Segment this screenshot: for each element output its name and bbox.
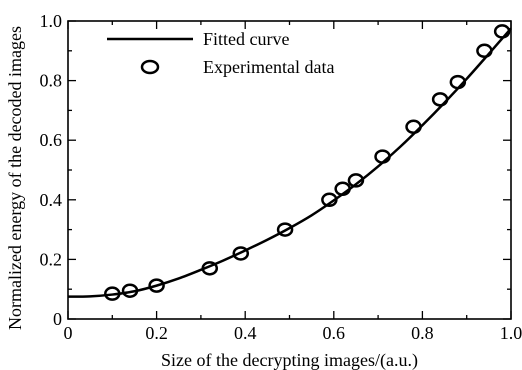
data-point bbox=[232, 246, 250, 261]
data-point bbox=[321, 192, 338, 208]
y-tick-label: 0.6 bbox=[40, 130, 63, 150]
legend: Fitted curve Experimental data bbox=[107, 29, 334, 77]
data-markers-layer bbox=[104, 24, 511, 301]
plot-frame bbox=[67, 20, 512, 320]
data-point bbox=[201, 261, 219, 276]
x-tick-label: 0 bbox=[64, 323, 73, 343]
tick-labels-layer: 0 0.2 0.4 0.6 0.8 1.0 0 0.2 0.4 0.6 0.8 1.0 bbox=[40, 11, 522, 343]
data-point bbox=[347, 173, 365, 188]
x-tick-label: 0.6 bbox=[323, 323, 346, 343]
data-point bbox=[431, 92, 449, 107]
y-tick-label: 0.8 bbox=[40, 71, 63, 91]
y-tick-label: 0 bbox=[53, 309, 62, 329]
y-axis-label: Normalized energy of the decoded images bbox=[5, 26, 25, 330]
data-point bbox=[476, 43, 493, 59]
data-point bbox=[493, 24, 511, 39]
data-point bbox=[449, 74, 467, 90]
y-tick-label: 1.0 bbox=[40, 11, 63, 31]
fitted-curve-line bbox=[67, 27, 512, 298]
data-point bbox=[374, 149, 391, 164]
x-tick-label: 0.8 bbox=[411, 323, 434, 343]
x-tick-label: 0.4 bbox=[234, 323, 257, 343]
x-axis-label: Size of the decrypting images/(a.u.) bbox=[161, 350, 418, 370]
legend-label-experimental-data: Experimental data bbox=[203, 57, 334, 77]
legend-label-fitted-curve: Fitted curve bbox=[203, 29, 289, 49]
legend-marker-swatch bbox=[140, 59, 160, 75]
data-point bbox=[148, 278, 165, 293]
data-point bbox=[334, 181, 351, 197]
data-point bbox=[121, 283, 139, 298]
x-tick-label: 1.0 bbox=[500, 323, 522, 343]
data-point bbox=[104, 286, 121, 301]
data-point bbox=[405, 119, 422, 135]
y-tick-label: 0.4 bbox=[40, 190, 63, 210]
fitted-curve-layer bbox=[67, 27, 512, 298]
x-tick-label: 0.2 bbox=[145, 323, 168, 343]
y-tick-label: 0.2 bbox=[40, 249, 63, 269]
data-point bbox=[276, 222, 294, 237]
